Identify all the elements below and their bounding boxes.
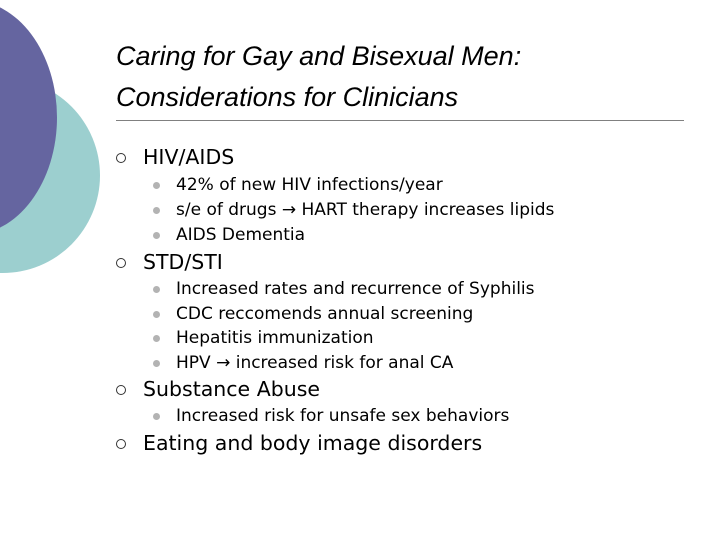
title-divider	[116, 120, 684, 121]
hollow-circle-icon	[116, 258, 126, 268]
section-heading: Eating and body image disorders	[143, 431, 483, 455]
list-item: Hepatitis immunization	[176, 328, 374, 348]
filled-circle-icon	[153, 360, 160, 367]
list-item: s/e of drugs → HART therapy increases li…	[176, 200, 555, 220]
filled-circle-icon	[153, 413, 160, 420]
section-heading: HIV/AIDS	[143, 145, 235, 169]
title-line-1: Caring for Gay and Bisexual Men:	[116, 41, 522, 71]
filled-circle-icon	[153, 182, 160, 189]
filled-circle-icon	[153, 311, 160, 318]
slide-title: Caring for Gay and Bisexual Men: Conside…	[116, 36, 696, 118]
hollow-circle-icon	[116, 439, 126, 449]
list-item: 42% of new HIV infections/year	[176, 175, 443, 195]
list-item: AIDS Dementia	[176, 225, 306, 245]
list-item: Increased risk for unsafe sex behaviors	[176, 406, 510, 426]
hollow-circle-icon	[116, 385, 126, 395]
list-item: Increased rates and recurrence of Syphil…	[176, 279, 535, 299]
section-heading: Substance Abuse	[143, 377, 321, 401]
section-heading: STD/STI	[143, 250, 223, 274]
filled-circle-icon	[153, 286, 160, 293]
filled-circle-icon	[153, 232, 160, 239]
list-item: HPV → increased risk for anal CA	[176, 353, 454, 373]
filled-circle-icon	[153, 207, 160, 214]
hollow-circle-icon	[116, 153, 126, 163]
list-item: CDC reccomends annual screening	[176, 304, 474, 324]
title-line-2: Considerations for Clinicians	[116, 82, 459, 112]
filled-circle-icon	[153, 335, 160, 342]
